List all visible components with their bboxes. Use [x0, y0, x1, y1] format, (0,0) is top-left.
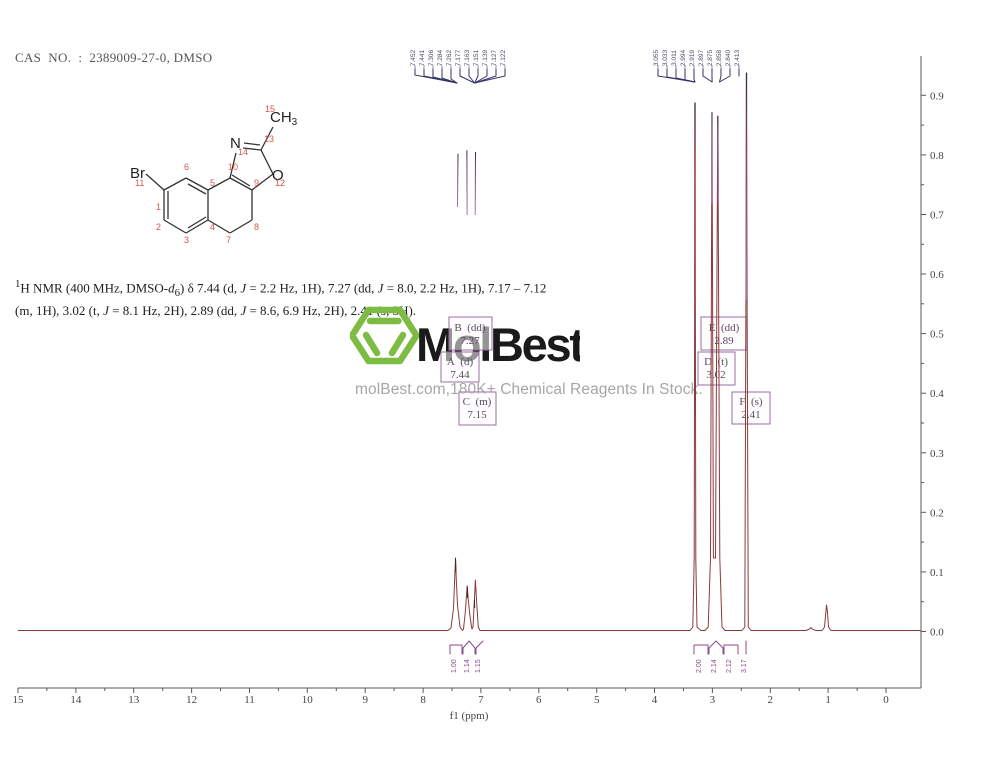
svg-text:7.122: 7.122	[500, 49, 507, 66]
svg-text:7.441: 7.441	[419, 49, 426, 66]
svg-text:2.875: 2.875	[707, 49, 714, 66]
svg-text:0.1: 0.1	[930, 567, 944, 579]
svg-text:2.858: 2.858	[716, 49, 723, 66]
svg-text:7.262: 7.262	[446, 49, 453, 66]
svg-text:C (m): C (m)	[463, 396, 492, 408]
svg-text:E (dd): E (dd)	[709, 322, 740, 334]
svg-text:0.7: 0.7	[930, 210, 944, 222]
svg-text:6: 6	[536, 694, 542, 706]
svg-text:0.9: 0.9	[930, 90, 944, 102]
svg-text:2.840: 2.840	[725, 49, 732, 66]
svg-text:3.17: 3.17	[741, 659, 748, 673]
svg-text:0.4: 0.4	[930, 388, 944, 400]
svg-text:2.897: 2.897	[698, 49, 705, 66]
svg-text:10: 10	[302, 694, 314, 706]
svg-text:2.919: 2.919	[689, 49, 696, 66]
svg-text:1.00: 1.00	[451, 659, 458, 673]
svg-text:8: 8	[420, 694, 426, 706]
svg-text:F (s): F (s)	[739, 396, 763, 408]
svg-text:0.0: 0.0	[930, 627, 944, 639]
svg-text:0: 0	[883, 694, 889, 706]
svg-text:2.41: 2.41	[741, 409, 760, 421]
svg-text:2.89: 2.89	[714, 335, 734, 347]
svg-text:4: 4	[652, 694, 658, 706]
svg-text:7.284: 7.284	[437, 49, 444, 66]
svg-text:7.139: 7.139	[482, 49, 489, 66]
svg-text:0.6: 0.6	[930, 269, 944, 281]
svg-text:11: 11	[244, 694, 255, 706]
svg-text:15: 15	[13, 694, 25, 706]
svg-text:3.033: 3.033	[662, 49, 669, 66]
svg-text:2.994: 2.994	[680, 49, 687, 66]
svg-text:2: 2	[768, 694, 774, 706]
svg-text:2.12: 2.12	[726, 659, 733, 673]
svg-text:5: 5	[594, 694, 600, 706]
svg-text:B (dd): B (dd)	[454, 322, 486, 334]
svg-text:1.15: 1.15	[475, 659, 482, 673]
svg-text:7.163: 7.163	[464, 49, 471, 66]
svg-text:3: 3	[710, 694, 716, 706]
svg-text:7.306: 7.306	[428, 49, 435, 66]
svg-text:7.151: 7.151	[473, 49, 480, 66]
svg-text:3.055: 3.055	[653, 49, 660, 66]
svg-text:2.14: 2.14	[711, 659, 718, 673]
svg-text:2.413: 2.413	[734, 49, 741, 66]
svg-text:7.452: 7.452	[410, 49, 417, 66]
svg-text:1: 1	[825, 694, 831, 706]
svg-text:13: 13	[128, 694, 140, 706]
svg-text:14: 14	[70, 694, 82, 706]
svg-text:7.177: 7.177	[455, 49, 462, 66]
svg-text:0.5: 0.5	[930, 329, 944, 341]
svg-text:2.00: 2.00	[696, 659, 703, 673]
svg-text:0.8: 0.8	[930, 150, 944, 162]
svg-text:7: 7	[478, 694, 484, 706]
svg-text:1.14: 1.14	[464, 659, 471, 673]
svg-text:12: 12	[186, 694, 197, 706]
svg-text:7.127: 7.127	[491, 49, 498, 66]
svg-text:3.011: 3.011	[671, 50, 678, 66]
svg-text:9: 9	[362, 694, 368, 706]
svg-text:0.2: 0.2	[930, 507, 944, 519]
svg-text:7.27: 7.27	[460, 335, 480, 347]
svg-text:7.15: 7.15	[467, 409, 487, 421]
svg-text:7.44: 7.44	[450, 369, 470, 381]
svg-text:A (d): A (d)	[447, 356, 474, 368]
svg-text:0.3: 0.3	[930, 448, 944, 460]
svg-text:f1 (ppm): f1 (ppm)	[450, 710, 489, 722]
